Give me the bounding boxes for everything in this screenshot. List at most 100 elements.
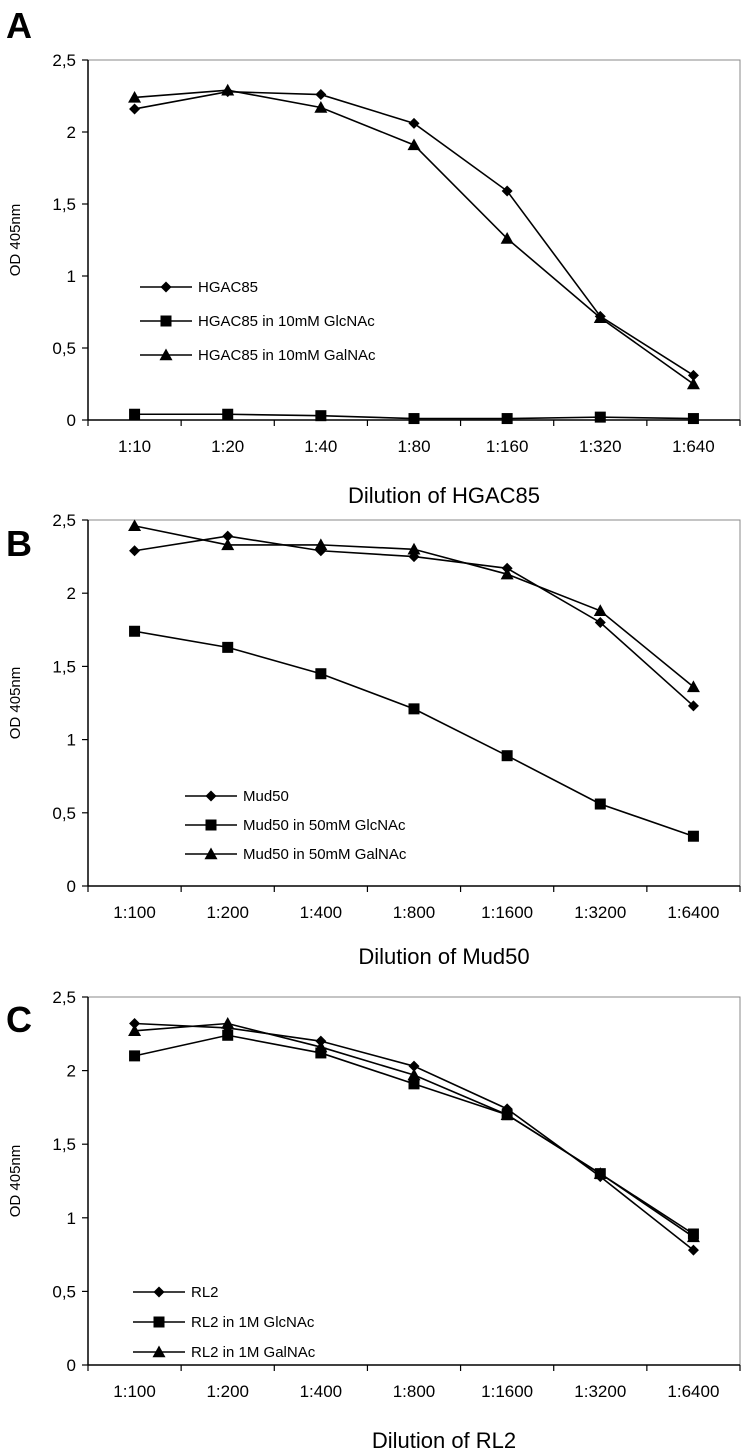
panel-a-series-diamond-point <box>408 117 420 129</box>
panel-a-legend-label: HGAC85 in 10mM GalNAc <box>198 347 376 364</box>
panel-a-xtick-label: 1:640 <box>672 437 715 456</box>
panel-a-legend-label: HGAC85 in 10mM GlcNAc <box>198 313 375 330</box>
panel-b-series-square-point <box>594 798 606 810</box>
panel-c-ytick-label: 0 <box>67 1356 76 1375</box>
panel-b-series-square-point <box>129 625 141 637</box>
panel-a-series-square <box>129 408 699 425</box>
panel-a-series-triangle-point <box>500 232 514 244</box>
panel-c-series-triangle-point <box>128 1024 142 1037</box>
panel-a-series-triangle-point <box>314 101 328 113</box>
panel-c-letter: C <box>6 999 32 1040</box>
panel-b-legend-label: Mud50 in 50mM GlcNAc <box>243 817 406 834</box>
panel-c-series-triangle-point <box>407 1068 421 1081</box>
panel-c-series-triangle-point <box>686 1230 700 1243</box>
panel-c-series-triangle-line <box>134 1022 694 1238</box>
panel-c-legend: RL2 RL2 in 1M GlcNAc RL2 in 1M GalNAc <box>133 1284 316 1361</box>
panel-a: A 0 0,5 1 1,5 2 2,5 1:10 1:20 1:40 1:80 1:160 1:320 1… <box>6 5 741 508</box>
panel-a-x-axis-label: Dilution of HGAC85 <box>348 483 540 508</box>
panel-b-y-axis-label: OD 405nm <box>7 667 24 740</box>
panel-a-plot-frame <box>87 59 741 421</box>
panel-c-xtick-label: 1:3200 <box>574 1382 626 1401</box>
panel-b: B 0 0,5 1 1,5 2 2,5 1:100 1:200 1:400 1:800 1:1600 1… <box>6 511 741 969</box>
panel-b-legend-marker <box>205 790 217 802</box>
panel-b-xtick-label: 1:400 <box>300 903 343 922</box>
panel-a-letter: A <box>6 5 32 46</box>
panel-b-xtick-label: 1:3200 <box>574 903 626 922</box>
panel-c-legend-label: RL2 in 1M GalNAc <box>191 1344 316 1361</box>
panel-b-series-triangle-point <box>686 680 700 693</box>
panel-c-legend-label: RL2 in 1M GlcNAc <box>191 1314 315 1331</box>
panel-a-series-square-point <box>315 410 327 422</box>
panel-a-series-triangle-point <box>221 83 235 96</box>
panel-b-ytick-label: 1 <box>67 731 76 750</box>
panel-a-legend: HGAC85 HGAC85 in 10mM GlcNAc HGAC85 in 10m… <box>140 279 376 364</box>
panel-a-series-triangle-point <box>128 90 142 103</box>
panel-a-ytick-label: 0,5 <box>52 339 76 358</box>
panel-a-series-square-point <box>501 413 513 425</box>
panel-b-series-square-point <box>222 641 234 653</box>
panel-b-ytick-label: 0 <box>67 877 76 896</box>
panel-c-series-triangle <box>128 1016 700 1243</box>
panel-b-series-triangle-point <box>314 538 328 551</box>
panel-b-series-triangle-point <box>593 604 607 616</box>
panel-b-legend-marker <box>205 819 217 831</box>
panel-c-series-diamond-point <box>687 1244 699 1256</box>
panel-b-series-triangle-point <box>500 567 514 580</box>
panel-a-legend-marker <box>160 315 172 327</box>
panel-c-series-square-point <box>222 1029 234 1041</box>
panel-b-series-diamond-point <box>687 700 699 712</box>
panel-a-xtick-label: 1:320 <box>579 437 622 456</box>
panel-c-series-triangle-point <box>221 1016 235 1029</box>
panel-c-ytick-label: 2 <box>67 1062 76 1081</box>
panel-b-series-square-point <box>408 703 420 715</box>
panel-c-series-triangle-point <box>593 1167 607 1179</box>
panel-a-series-diamond-line <box>134 90 694 377</box>
panel-b-ytick-label: 1,5 <box>52 657 76 676</box>
panel-a-xtick-label: 1:160 <box>486 437 529 456</box>
panel-c-ytick-label: 1,5 <box>52 1135 76 1154</box>
panel-a-series-diamond-point <box>315 89 327 101</box>
panel-b-xtick-label: 1:100 <box>113 903 156 922</box>
panel-b-xtick-label: 1:1600 <box>481 903 533 922</box>
panel-c-xtick-label: 1:6400 <box>667 1382 719 1401</box>
panel-a-xtick-label: 1:20 <box>211 437 244 456</box>
panel-c-series-diamond-point <box>129 1017 141 1029</box>
panel-c-xtick-label: 1:800 <box>393 1382 436 1401</box>
panel-a-series-triangle-line <box>134 89 694 385</box>
panel-a-xtick-label: 1:40 <box>304 437 337 456</box>
panel-a-ytick-label: 2 <box>67 123 76 142</box>
panel-b-series-square-point <box>687 830 699 842</box>
panel-c-x-axis-label: Dilution of RL2 <box>372 1428 516 1453</box>
panel-b-legend-label: Mud50 <box>243 788 289 805</box>
panel-a-ytick-label: 1,5 <box>52 195 76 214</box>
panel-c-series-diamond <box>129 1017 699 1256</box>
panel-b-series-triangle-point <box>128 519 142 532</box>
panel-b-series-triangle <box>128 519 700 693</box>
panel-a-series-square-point <box>222 408 234 420</box>
panel-a-series-diamond <box>129 86 699 381</box>
panel-a-series-triangle <box>128 83 700 390</box>
panel-b-series-triangle-point <box>407 542 421 555</box>
panel-a-legend-marker <box>160 281 172 293</box>
panel-c-series-diamond-point <box>408 1060 420 1072</box>
panel-c-ytick-label: 2,5 <box>52 988 76 1007</box>
panel-b-series-triangle-point <box>221 538 235 551</box>
panel-a-y-axis-label: OD 405nm <box>7 204 24 277</box>
panel-a-ytick-label: 1 <box>67 267 76 286</box>
panel-c-y-axis-label: OD 405nm <box>7 1145 24 1218</box>
panel-c-series-square-point <box>408 1078 420 1090</box>
panel-a-xtick-label: 1:10 <box>118 437 151 456</box>
panel-b-series-square-point <box>315 668 327 680</box>
panel-a-series-diamond-point <box>687 369 699 381</box>
panel-b-ytick-label: 2,5 <box>52 511 76 530</box>
panel-a-ytick-label: 0 <box>67 411 76 430</box>
panel-a-series-diamond-point <box>501 185 513 197</box>
panel-c-series-triangle-point <box>314 1040 328 1053</box>
panel-a-xtick-label: 1:80 <box>397 437 430 456</box>
panel-c-ytick-label: 0,5 <box>52 1282 76 1301</box>
panel-b-legend: Mud50 Mud50 in 50mM GlcNAc Mud50 in 50mM G… <box>185 788 407 863</box>
panel-b-ytick-label: 0,5 <box>52 804 76 823</box>
panel-b-series-square-line <box>134 630 694 837</box>
panel-c-series-triangle-point <box>500 1108 514 1120</box>
